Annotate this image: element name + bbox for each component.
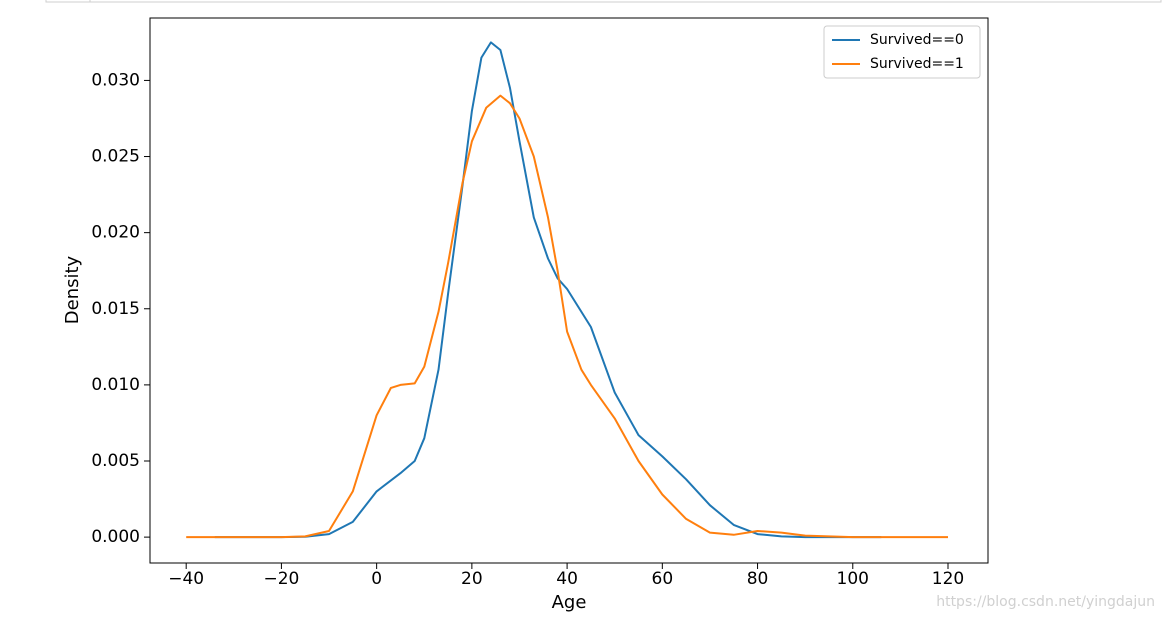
y-tick-label: 0.010 bbox=[91, 375, 140, 395]
x-tick-label: 20 bbox=[461, 569, 483, 589]
x-tick-label: 0 bbox=[371, 569, 382, 589]
legend-box bbox=[823, 25, 981, 79]
cell-border bbox=[45, 0, 1162, 3]
x-tick-label: 40 bbox=[556, 569, 578, 589]
x-axis-label: Age bbox=[552, 592, 587, 613]
y-tick-label: 0.020 bbox=[91, 223, 140, 243]
legend-label: Survived==1 bbox=[870, 56, 964, 72]
x-tick-label: −40 bbox=[168, 569, 204, 589]
y-tick-label: 0.025 bbox=[91, 147, 140, 167]
x-tick-label: 80 bbox=[747, 569, 769, 589]
plot-frame bbox=[149, 17, 989, 564]
y-tick-label: 0.030 bbox=[91, 70, 140, 90]
x-tick-label: 120 bbox=[932, 569, 964, 589]
y-tick-label: 0.000 bbox=[91, 527, 140, 547]
y-axis-label: Density bbox=[62, 255, 83, 324]
y-tick-label: 0.005 bbox=[91, 451, 140, 471]
data-line bbox=[186, 94, 948, 539]
legend-label: Survived==0 bbox=[870, 32, 964, 48]
x-tick-label: −20 bbox=[263, 569, 299, 589]
y-tick-label: 0.015 bbox=[91, 299, 140, 319]
watermark: https://blog.csdn.net/yingdajun bbox=[936, 594, 1155, 610]
data-line bbox=[214, 41, 882, 539]
x-tick-label: 60 bbox=[652, 569, 674, 589]
x-tick-label: 100 bbox=[837, 569, 869, 589]
